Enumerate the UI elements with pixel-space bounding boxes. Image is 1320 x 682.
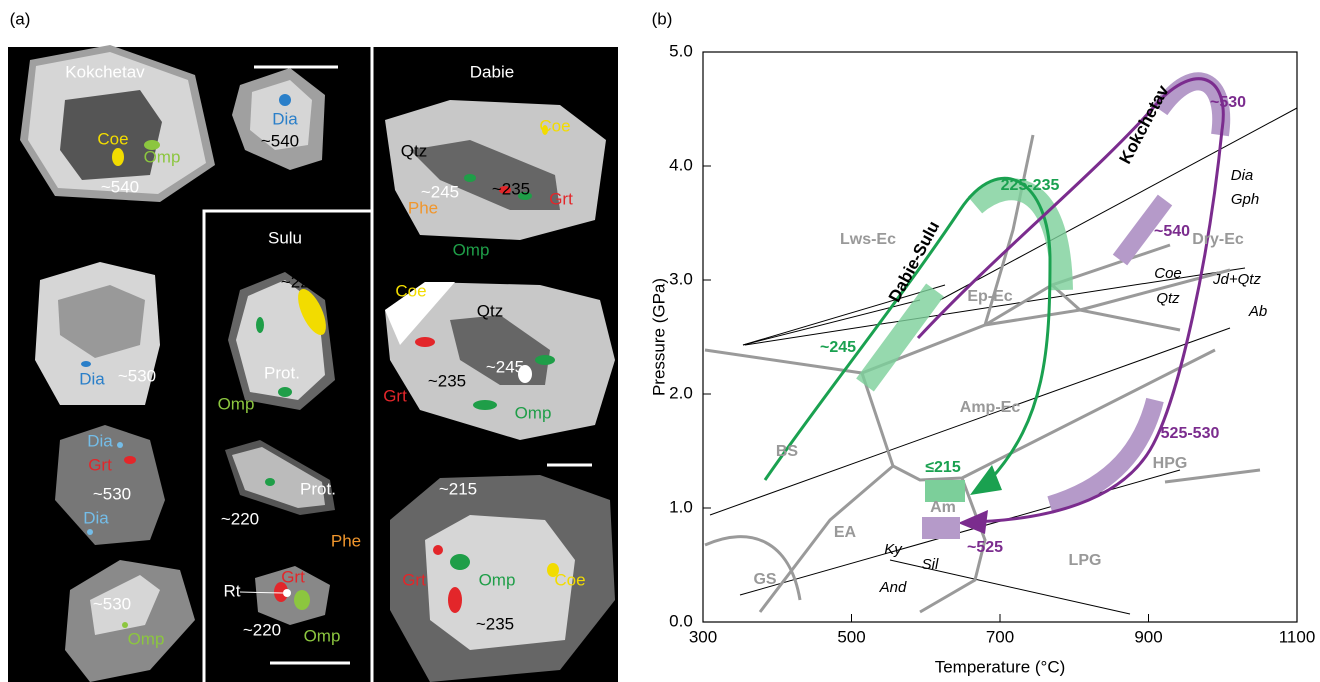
mineral-label: Rt [224,581,241,600]
facies-label: BS [776,443,799,460]
facies-label: GS [753,571,776,588]
path-name: Kokchetav [1116,82,1173,167]
mineral-label: Grt [549,189,573,208]
age-label: ~245 [820,339,856,356]
mineral-label: Grt [383,386,407,405]
reaction-label: Coe [1154,265,1182,282]
facies-label: Ep-Ec [967,288,1012,305]
region-label: Kokchetav [65,62,145,81]
age-label: ~530 [1210,94,1246,111]
mineral-label: Dia [83,508,109,527]
y-tick-label: 3.0 [669,269,693,288]
reaction-label: Ab [1248,303,1267,320]
x-tick-label: 700 [986,627,1014,646]
y-tick-label: 0.0 [669,611,693,630]
mineral-label: Qtz [401,141,427,160]
facies-label: Amp-Ec [960,399,1021,416]
mineral-label: Omp [144,147,181,166]
reaction-label: Gph [1231,191,1259,208]
mineral-label: Qtz [477,301,503,320]
mineral-label: Omp [218,394,255,413]
panel-label: (a) [10,9,31,28]
x-axis-title: Temperature (°C) [935,657,1066,676]
reaction-label: And [879,579,907,596]
mineral-label: Omp [453,240,490,259]
age-label: ~235 [492,179,530,198]
reaction-label: Ky [884,541,903,558]
mineral-label: Prot. [300,479,336,498]
x-tick-label: 300 [689,627,717,646]
facies-label: Lws-Ec [840,231,896,248]
mineral-label: Omp [128,629,165,648]
age-label: ~245 [486,357,524,376]
y-tick-label: 2.0 [669,383,693,402]
y-tick-label: 1.0 [669,497,693,516]
panel-label: (b) [652,9,673,28]
age-label: ~215 [439,479,477,498]
age-label: ~530 [93,594,131,613]
mineral-label: Dia [79,369,105,388]
reaction-label: Jd+Qtz [1212,271,1261,288]
region-label: Sulu [268,228,302,247]
age-label: ~235 [476,614,514,633]
age-label: ~220 [221,509,259,528]
mineral-label: Grt [88,455,112,474]
mineral-label: Omp [515,403,552,422]
x-tick-label: 1100 [1279,627,1316,646]
mineral-label: Dia [87,431,113,450]
mineral-label: Coe [97,129,128,148]
figure: (a) (b) Kokchetav Coe Omp ~540 Dia ~540 … [0,0,1320,682]
age-label: ~540 [101,177,139,196]
mineral-label: Omp [304,626,341,645]
reaction-label: Sil [922,556,939,573]
facies-label: HPG [1153,455,1188,472]
facies-label: Dry-Ec [1192,231,1244,248]
x-tick-label: 900 [1134,627,1162,646]
mineral-label: Coe [539,116,570,135]
mineral-label: Phe [408,198,438,217]
age-label: ~220 [281,272,319,291]
mineral-label: Prot. [264,363,300,382]
mineral-label: Coe [395,281,426,300]
panel-b: Lws-Ec Ep-Ec Amp-Ec BS EA GS Am LPG HPG … [649,41,1315,676]
y-axis-title: Pressure (GPa) [649,278,668,396]
y-tick-label: 4.0 [669,155,693,174]
mineral-label: Grt [402,570,426,589]
region-label: Dabie [470,62,514,81]
facies-label: EA [834,524,857,541]
mineral-label: Omp [479,570,516,589]
mineral-label: Phe [331,531,361,550]
age-label: 225-235 [1001,177,1060,194]
age-label: ~540 [261,131,299,150]
x-tick-label: 500 [837,627,865,646]
y-tick-label: 5.0 [669,41,693,60]
age-label: 525-530 [1161,425,1220,442]
age-label: ~525 [967,539,1003,556]
panel-a: Kokchetav Coe Omp ~540 Dia ~540 Dia ~530… [8,45,618,682]
age-label: ~540 [1154,223,1190,240]
age-label: ~235 [428,371,466,390]
mineral-label: Coe [554,570,585,589]
facies-label: LPG [1069,552,1102,569]
mineral-label: Dia [272,109,298,128]
reaction-label: Qtz [1156,290,1180,307]
facies-label: Am [930,499,956,516]
age-label: ~530 [118,366,156,385]
age-label: ~220 [243,620,281,639]
mineral-label: Grt [281,567,305,586]
reaction-label: Dia [1231,167,1254,184]
age-label: ≤215 [925,459,961,476]
age-label: ~530 [93,484,131,503]
